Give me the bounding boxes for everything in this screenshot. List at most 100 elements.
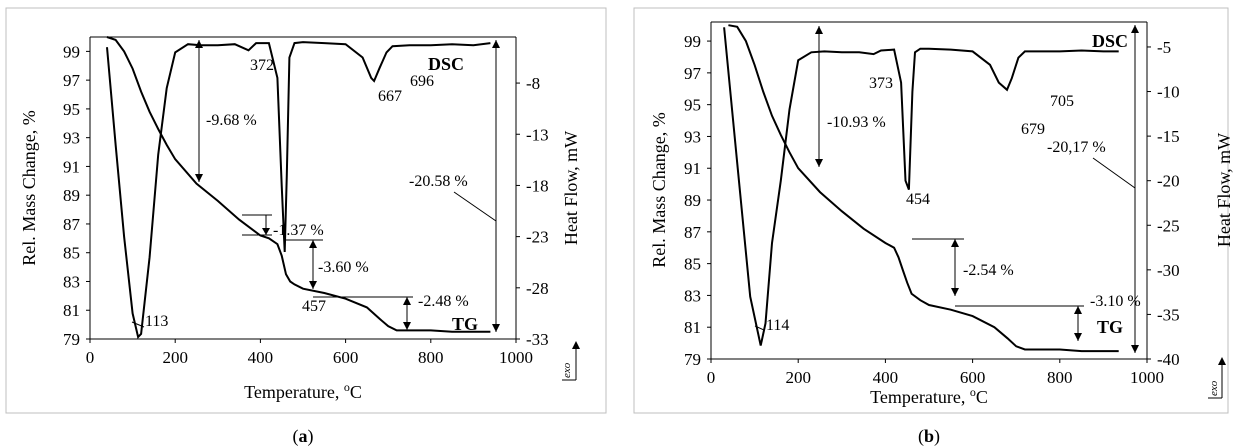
- y2-tick-label: -10: [1157, 83, 1180, 102]
- panel-a-exo-marker: exo: [561, 341, 580, 381]
- panel-a-step-4: -2.48 %: [418, 293, 469, 310]
- panel-a-total: -20.58 %: [409, 173, 468, 190]
- svg-text:exo: exo: [561, 362, 573, 378]
- panel-b-y2-ticks: -40 -35 -30 -25 -20 -15 -10 -5: [1147, 38, 1180, 369]
- panel-b-y2-axis-title: Heat Flow, mW: [1214, 133, 1234, 247]
- panel-b-dsc-curve: [723, 27, 1119, 346]
- panel-b-dsc-label: DSC: [1092, 31, 1128, 51]
- y-tick-label: 89: [684, 191, 701, 210]
- y2-tick-label: -28: [526, 279, 549, 298]
- panel-a-step-1: -9.68 %: [206, 112, 257, 129]
- y-tick-label: 85: [63, 244, 80, 263]
- y-tick-label: 81: [684, 318, 701, 337]
- y2-tick-label: -35: [1157, 305, 1180, 324]
- panel-a-step-3: -3.60 %: [318, 259, 369, 276]
- y2-tick-label: -8: [526, 74, 540, 93]
- y-tick-label: 97: [684, 64, 702, 83]
- panel-a-frame: [5, 7, 607, 414]
- y-tick-label: 87: [684, 223, 702, 242]
- y-tick-label: 91: [684, 159, 701, 178]
- panel-b-annotation-lines: [754, 25, 1139, 353]
- panel-a-x-axis-title: Temperature, oC: [244, 380, 362, 402]
- panel-b-frame: [633, 7, 1229, 414]
- panel-b-tg-label: TG: [1097, 317, 1123, 337]
- y2-tick-label: -23: [526, 228, 549, 247]
- y-tick-label: 79: [63, 330, 80, 349]
- panel-b-total: -20,17 %: [1047, 139, 1106, 156]
- x-tick-label: 800: [418, 348, 444, 367]
- x-tick-label: 800: [1047, 368, 1073, 387]
- x-tick-label: 200: [162, 348, 188, 367]
- y-tick-label: 99: [684, 32, 701, 51]
- y-tick-label: 87: [63, 215, 81, 234]
- x-tick-label: 0: [707, 368, 716, 387]
- y2-tick-label: -5: [1157, 38, 1171, 57]
- x-tick-label: 1000: [499, 348, 533, 367]
- y-tick-label: 95: [63, 100, 80, 119]
- panel-a-y2-ticks: -33 -28 -23 -18 -13 -8: [516, 74, 549, 349]
- panel-b-step-3: -3.10 %: [1090, 293, 1141, 310]
- y-tick-label: 83: [63, 272, 80, 291]
- panel-b-step-2: -2.54 %: [963, 262, 1014, 279]
- panel-b-x-ticks: 0 200 400 600 800 1000: [707, 359, 1164, 387]
- y-tick-label: 93: [684, 127, 701, 146]
- y2-tick-label: -20: [1157, 172, 1180, 191]
- panel-a: 0 200 400 600 800 1000 79 81 83 85 87 89 91 93 95 97 99…: [5, 7, 607, 447]
- y-tick-label: 89: [63, 186, 80, 205]
- panel-a-step-2: -1.37 %: [273, 222, 324, 239]
- y-tick-label: 91: [63, 157, 80, 176]
- x-tick-label: 600: [333, 348, 359, 367]
- panel-a-tg-label: TG: [452, 314, 478, 334]
- panel-b-y-axis-title: Rel. Mass Change, %: [649, 112, 669, 267]
- y2-tick-label: -13: [526, 125, 549, 144]
- y-tick-label: 81: [63, 301, 80, 320]
- panel-a-plot-border: [89, 36, 517, 340]
- x-tick-label: 0: [86, 348, 95, 367]
- panel-a-x-ticks: 0 200 400 600 800 1000: [86, 339, 533, 367]
- panel-a-tg-curve: [106, 36, 491, 333]
- panel-b-y-ticks: 79 81 83 85 87 89 91 93 95 97 99: [684, 32, 711, 369]
- panel-b-plot-border: [710, 21, 1148, 360]
- y2-tick-label: -30: [1157, 261, 1180, 280]
- panel-b-peak-679: 679: [1021, 121, 1045, 138]
- y-tick-label: 95: [684, 96, 701, 115]
- panel-a-dsc-label: DSC: [428, 54, 464, 74]
- y-tick-label: 97: [63, 71, 81, 90]
- panel-a-annotation-lines: [131, 40, 500, 332]
- y2-tick-label: -18: [526, 176, 549, 195]
- y-tick-label: 93: [63, 129, 80, 148]
- y-tick-label: 83: [684, 286, 701, 305]
- y2-tick-label: -33: [526, 330, 549, 349]
- y-tick-label: 85: [684, 255, 701, 274]
- panel-b-step-1: -10.93 %: [827, 114, 886, 131]
- panel-a-peak-696: 696: [410, 73, 434, 90]
- panel-a-peak-667: 667: [378, 88, 402, 105]
- panel-b-peak-114: 114: [766, 317, 789, 334]
- y-tick-label: 99: [63, 42, 80, 61]
- panel-a-dsc-curve: [106, 41, 491, 340]
- panel-a-label: (a): [293, 426, 314, 447]
- panel-b-exo-marker: exo: [1208, 357, 1226, 399]
- y2-tick-label: -15: [1157, 127, 1180, 146]
- y2-tick-label: -25: [1157, 216, 1180, 235]
- panel-a-y-axis-title: Rel. Mass Change, %: [19, 110, 39, 265]
- panel-b-peak-705: 705: [1050, 93, 1074, 110]
- panel-b-peak-454: 454: [906, 191, 930, 208]
- panel-a-peak-113: 113: [145, 313, 168, 330]
- y2-tick-label: -40: [1157, 350, 1180, 369]
- panel-a-y2-axis-title: Heat Flow, mW: [561, 131, 581, 245]
- panel-b-peak-373: 373: [869, 75, 893, 92]
- x-tick-label: 400: [248, 348, 274, 367]
- panel-a-y-ticks: 79 81 83 85 87 89 91 93 95 97 99: [63, 42, 90, 349]
- panel-a-peak-457: 457: [302, 298, 326, 315]
- panel-b-tg-curve: [728, 24, 1119, 353]
- y-tick-label: 79: [684, 350, 701, 369]
- panel-b-x-axis-title: Temperature, oC: [870, 385, 988, 407]
- panel-b-label: (b): [918, 426, 940, 447]
- x-tick-label: 400: [873, 368, 899, 387]
- x-tick-label: 600: [960, 368, 986, 387]
- x-tick-label: 1000: [1130, 368, 1164, 387]
- x-tick-label: 200: [785, 368, 811, 387]
- panel-b: 0 200 400 600 800 1000 79 81 83 85 87 89 91 93 95 97 99…: [633, 7, 1234, 447]
